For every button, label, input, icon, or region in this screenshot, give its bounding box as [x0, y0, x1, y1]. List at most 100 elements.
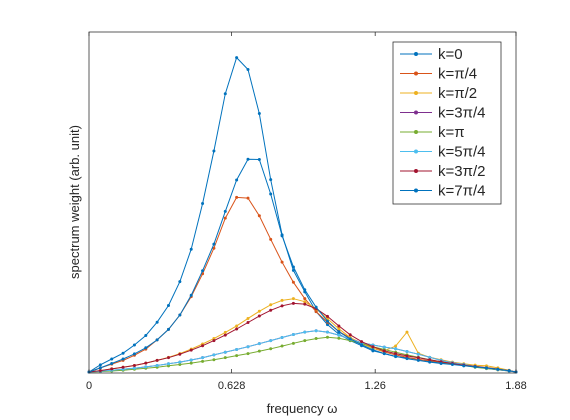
legend-swatch-marker [414, 149, 418, 154]
data-point [325, 314, 329, 318]
data-point [257, 309, 261, 313]
data-point [450, 362, 454, 366]
x-tick-label: 1.26 [364, 380, 385, 392]
data-point [360, 340, 364, 344]
data-point [257, 111, 261, 115]
data-point [291, 265, 295, 269]
legend-swatch-marker [414, 169, 418, 173]
data-point [325, 330, 329, 334]
data-point [269, 308, 273, 312]
legend-label: k=7π/4 [438, 183, 485, 200]
data-point [257, 349, 261, 353]
data-point [178, 280, 182, 284]
legend-box [392, 41, 502, 205]
data-point [257, 314, 261, 318]
data-point [144, 365, 148, 369]
data-point [155, 320, 159, 324]
data-point [212, 149, 216, 153]
data-point [337, 336, 341, 340]
legend-swatch-marker [414, 130, 418, 134]
data-point [98, 363, 102, 367]
data-point [280, 260, 284, 264]
ticks-layer: 0 0.628 1.26 1.88 [86, 32, 527, 392]
legend-swatch-marker [414, 188, 418, 193]
data-point [360, 343, 364, 347]
x-tick-label: 0.628 [218, 380, 246, 392]
data-point [223, 333, 227, 337]
data-point [291, 280, 295, 284]
data-point [337, 327, 341, 331]
data-point [303, 300, 307, 304]
series-layer [87, 56, 518, 374]
data-point [235, 327, 239, 331]
data-point [132, 366, 136, 370]
data-point [246, 68, 250, 72]
data-point [212, 339, 216, 343]
x-tick-label: 0 [86, 380, 92, 392]
data-point [246, 316, 250, 320]
data-point [235, 354, 239, 358]
data-point [257, 158, 261, 162]
data-point [178, 313, 182, 317]
data-point [291, 297, 295, 301]
data-point [223, 330, 227, 334]
data-point [257, 342, 261, 346]
data-point [394, 344, 398, 348]
data-point [291, 268, 295, 272]
data-point [405, 350, 409, 354]
data-point [269, 237, 273, 241]
data-point [382, 349, 386, 353]
y-axis-label: spectrum weight (arb. unit) [67, 125, 82, 279]
data-point [291, 341, 295, 345]
data-point [189, 358, 193, 362]
data-point [212, 242, 216, 246]
data-point [144, 361, 148, 365]
data-point [382, 345, 386, 349]
data-point [428, 358, 432, 362]
data-point [325, 323, 329, 327]
data-point [496, 367, 500, 371]
data-point [405, 357, 409, 361]
legend: k=0 k=π/4 k=π/2 k=3π/4 k=π k=5π/4 k=3π/2 k=7π/4 [392, 41, 502, 205]
data-point [223, 350, 227, 354]
data-point [235, 347, 239, 351]
data-point [394, 347, 398, 351]
data-point [223, 216, 227, 220]
data-point [428, 360, 432, 364]
legend-swatch-marker [414, 110, 418, 115]
data-point [371, 348, 375, 352]
data-point [223, 209, 227, 213]
data-point [303, 330, 307, 334]
data-point [155, 338, 159, 342]
data-point [325, 319, 329, 323]
data-point [246, 157, 250, 161]
data-point [348, 337, 352, 341]
data-point [314, 337, 318, 341]
data-point [178, 362, 182, 366]
data-point [269, 192, 273, 196]
data-point [212, 353, 216, 357]
data-point [98, 369, 102, 373]
data-point [303, 297, 307, 301]
data-point [110, 361, 114, 365]
data-point [98, 366, 102, 370]
data-point [325, 335, 329, 339]
data-point [132, 363, 136, 367]
data-point [201, 356, 205, 360]
data-point [257, 214, 261, 218]
data-point [189, 247, 193, 251]
data-point [223, 92, 227, 96]
data-point [201, 269, 205, 273]
data-point [428, 355, 432, 359]
data-point [178, 352, 182, 356]
legend-swatch-marker [414, 91, 418, 95]
legend-label: k=π [438, 124, 465, 141]
data-point [371, 345, 375, 349]
data-point [110, 367, 114, 371]
data-point [269, 303, 273, 307]
data-point [144, 333, 148, 337]
data-point [132, 343, 136, 347]
data-point [405, 330, 409, 334]
data-point [314, 305, 318, 309]
data-point [246, 321, 250, 325]
